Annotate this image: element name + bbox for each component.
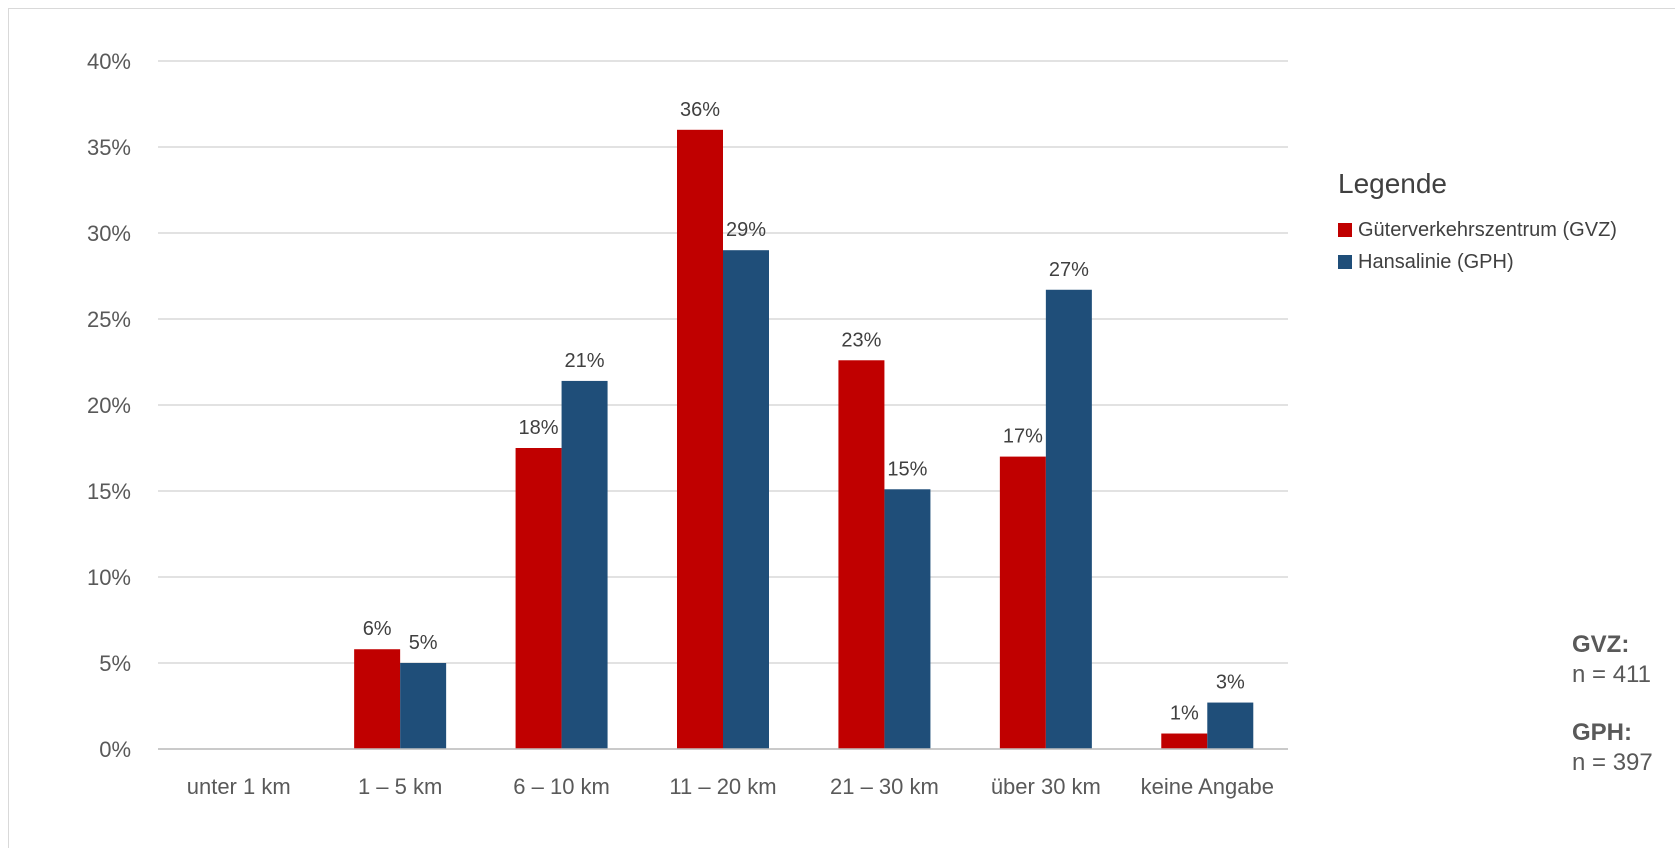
y-tick-label: 40% — [87, 49, 131, 74]
note-gph-label: GPH: — [1572, 719, 1632, 746]
x-tick-label: keine Angabe — [1141, 774, 1274, 799]
data-label: 21% — [565, 350, 605, 372]
x-tick-label: 11 – 20 km — [669, 774, 776, 799]
bar-chart: 0% 5% 10% 15% 20% 25% 30% 35% 40% unter 1 km 6% 5% 1… — [87, 49, 1288, 799]
note-gvz-label: GVZ: — [1572, 631, 1630, 658]
data-label: 29% — [726, 219, 766, 241]
y-tick-label: 25% — [87, 307, 131, 332]
data-label: 17% — [1003, 426, 1043, 448]
y-tick-label: 35% — [87, 135, 131, 160]
data-label: 3% — [1216, 672, 1245, 694]
chart-frame — [8, 8, 1675, 848]
bar-gvz — [515, 448, 562, 749]
legend-swatch-gvz — [1338, 223, 1352, 237]
legend-label-gvz: Güterverkehrszentrum (GVZ) — [1358, 218, 1617, 241]
legend-item-gvz: Güterverkehrszentrum (GVZ) — [1338, 214, 1617, 246]
data-label: 18% — [519, 417, 559, 439]
bar-gph — [1045, 289, 1092, 749]
bar-gvz — [838, 360, 885, 749]
note-gph-value: n = 397 — [1572, 749, 1653, 776]
bar-gvz — [1161, 733, 1208, 749]
note-gvz-value: n = 411 — [1572, 661, 1651, 688]
y-tick-label: 15% — [87, 479, 131, 504]
x-tick-label: 1 – 5 km — [358, 774, 442, 799]
legend-item-gph: Hansalinie (GPH) — [1338, 246, 1617, 278]
legend-title: Legende — [1338, 168, 1448, 199]
x-tick-label: über 30 km — [991, 774, 1101, 799]
y-tick-label: 0% — [99, 737, 131, 762]
y-tick-label: 20% — [87, 393, 131, 418]
bar-gph — [884, 489, 931, 749]
sample-size-notes: GVZ: n = 411 GPH: n = 397 — [1572, 630, 1653, 806]
y-tick-label: 30% — [87, 221, 131, 246]
legend: Legende Güterverkehrszentrum (GVZ) Hansa… — [1338, 168, 1617, 278]
data-label: 23% — [841, 329, 881, 351]
data-label: 27% — [1049, 259, 1089, 281]
data-label: 15% — [887, 458, 927, 480]
bar-gvz — [677, 129, 723, 750]
y-tick-label: 10% — [87, 565, 131, 590]
bar-gph — [723, 250, 769, 749]
bar-gph — [1207, 702, 1254, 749]
legend-swatch-gph — [1338, 255, 1352, 269]
legend-label-gph: Hansalinie (GPH) — [1358, 250, 1514, 273]
note-gph: GPH: n = 397 — [1572, 718, 1653, 778]
bar-gvz — [354, 649, 401, 749]
note-gvz: GVZ: n = 411 — [1572, 630, 1653, 690]
bar-gph — [561, 380, 608, 749]
x-tick-label: 21 – 30 km — [830, 774, 939, 799]
data-label: 36% — [680, 99, 720, 121]
data-label: 5% — [409, 632, 438, 654]
x-tick-label: unter 1 km — [187, 774, 291, 799]
data-label: 1% — [1170, 703, 1199, 725]
bar-gvz — [999, 456, 1046, 749]
bar-gph — [400, 663, 447, 749]
y-tick-label: 5% — [99, 651, 131, 676]
data-label: 6% — [363, 618, 392, 640]
x-tick-label: 6 – 10 km — [513, 774, 610, 799]
